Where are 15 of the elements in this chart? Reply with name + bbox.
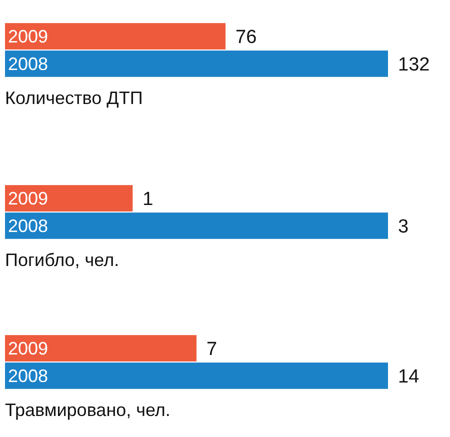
- data-label: 14: [398, 366, 420, 388]
- x-axis-title: Количество ДТП: [5, 88, 143, 108]
- data-label: 76: [236, 26, 257, 48]
- y-tick-label: 2009: [8, 338, 48, 359]
- x-axis-title: Погибло, чел.: [5, 250, 120, 270]
- y-tick-label: 2008: [8, 216, 48, 236]
- data-label: 1: [142, 188, 154, 210]
- data-label: 3: [398, 216, 409, 238]
- y-tick-label: 2009: [8, 26, 48, 47]
- x-axis-title: Травмировано, чел.: [5, 400, 170, 420]
- y-tick-label: 2009: [8, 188, 48, 209]
- data-label: 132: [398, 54, 430, 76]
- y-tick-label: 2008: [8, 366, 48, 386]
- y-tick-label: 2008: [8, 54, 48, 74]
- data-label: 7: [206, 338, 218, 360]
